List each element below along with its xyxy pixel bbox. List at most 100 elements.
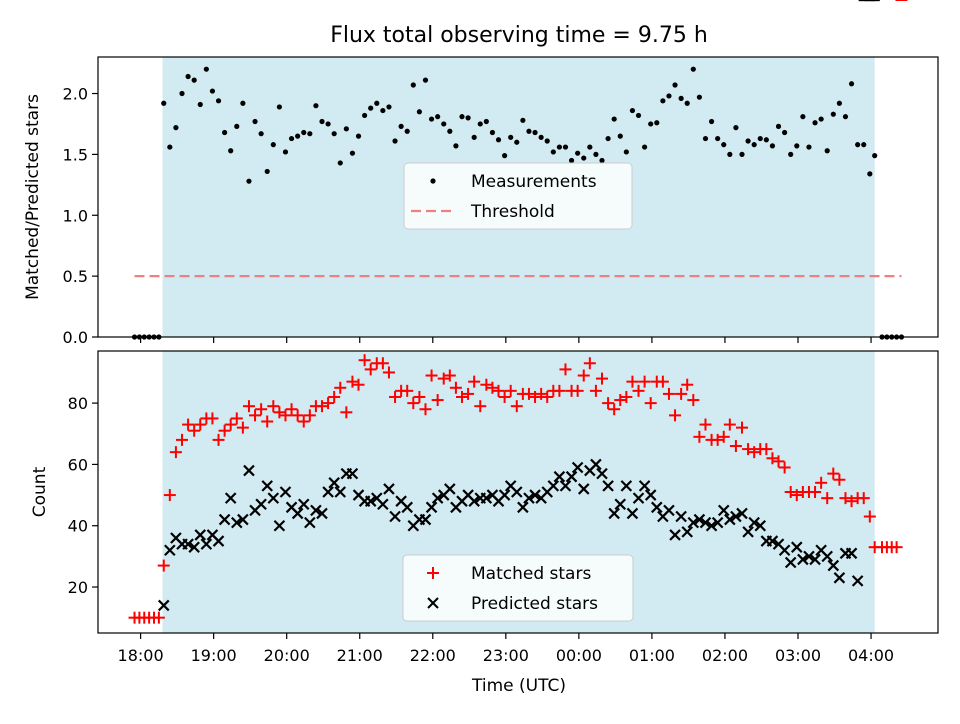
- bottom-legend: Matched stars Predicted stars: [402, 554, 634, 622]
- matched-star-point: [486, 381, 499, 394]
- measurement-point: [836, 100, 842, 106]
- matched-star-point: [644, 397, 657, 410]
- matched-star-point: [236, 421, 249, 434]
- measurement-point: [599, 157, 605, 164]
- matched-star-point: [401, 384, 414, 397]
- predicted-star-point: [316, 507, 328, 520]
- measurement-point: [355, 133, 362, 139]
- matched-star-point: [784, 486, 797, 498]
- matched-star-point: [267, 400, 280, 413]
- matched-star-point: [157, 559, 170, 572]
- measurement-point: [398, 123, 404, 129]
- predicted-star-point: [346, 467, 359, 480]
- predicted-star-point: [291, 507, 304, 520]
- measurement-point: [678, 95, 684, 101]
- predicted-star-point: [194, 529, 207, 541]
- measurement-point: [477, 121, 483, 127]
- matched-star-point: [443, 369, 456, 382]
- matched-star-point: [358, 354, 371, 367]
- matched-star-point: [760, 443, 773, 456]
- matched-star-point: [352, 378, 365, 391]
- measurement-point: [422, 77, 429, 83]
- predicted-star-point: [687, 516, 700, 529]
- top-legend: Measurements Threshold: [403, 162, 633, 230]
- predicted-star-point: [182, 538, 194, 550]
- matched-star-point: [711, 433, 724, 446]
- matched-star-point: [510, 400, 523, 413]
- predicted-star-point: [517, 501, 529, 514]
- predicted-star-point: [267, 492, 280, 504]
- predicted-star-point: [596, 467, 608, 480]
- matched-star-point: [638, 375, 651, 388]
- predicted-star-point: [383, 483, 395, 495]
- matched-star-point: [632, 384, 645, 397]
- measurement-point: [179, 90, 185, 97]
- measurement-point: [161, 100, 167, 106]
- predicted-star-point: [614, 498, 627, 511]
- measurement-point: [489, 129, 496, 136]
- matched-star-point: [334, 381, 347, 394]
- y-tick-label: 80: [68, 394, 88, 413]
- predicted-star-point: [364, 495, 377, 507]
- matched-star-point: [577, 369, 590, 382]
- measurement-point: [514, 139, 520, 145]
- predicted-star-point: [620, 480, 633, 492]
- predicted-star-point: [577, 483, 590, 495]
- predicted-star-point: [164, 544, 176, 557]
- measurement-point: [696, 94, 702, 100]
- measurement-point: [556, 144, 562, 150]
- matched-star-point: [255, 403, 268, 416]
- matched-star-point: [626, 375, 639, 388]
- predicted-star-point: [681, 526, 693, 538]
- measurement-point: [331, 131, 337, 137]
- predicted-star-point: [511, 486, 523, 498]
- measurement-point: [611, 116, 617, 122]
- measurement-point: [575, 150, 581, 156]
- y-tick-label: 2.0: [63, 85, 88, 104]
- predicted-star-point: [559, 480, 572, 492]
- measurement-point: [441, 121, 447, 127]
- measurement-point: [465, 115, 471, 121]
- predicted-star-point: [419, 513, 432, 526]
- x-axis-label: Time (UTC): [471, 676, 566, 696]
- matched-star-point: [675, 387, 688, 400]
- matched-star-point: [681, 378, 694, 391]
- top-axes-frame: [97, 56, 939, 338]
- measurement-point: [228, 148, 234, 154]
- predicted-star-point: [261, 480, 273, 492]
- predicted-star-point: [200, 538, 213, 550]
- y-tick-label: 60: [68, 455, 88, 474]
- measurement-point: [824, 148, 830, 154]
- measurement-point: [246, 178, 252, 184]
- predicted-star-point: [705, 519, 718, 532]
- matched-star-point: [389, 390, 402, 403]
- predicted-star-point: [730, 510, 742, 523]
- matched-star-point: [297, 415, 310, 428]
- measurement-point: [428, 116, 435, 122]
- measurement-point: [642, 144, 648, 150]
- matched-star-point: [620, 390, 633, 403]
- predicted-star-point: [784, 556, 797, 569]
- measurement-point: [775, 123, 782, 129]
- measurement-point: [605, 135, 611, 142]
- measurement-point: [447, 128, 453, 134]
- predicted-star-point: [547, 480, 560, 492]
- matched-star-point: [261, 415, 274, 428]
- measurement-point: [587, 144, 593, 150]
- x-tick-label: 03:00: [775, 646, 821, 665]
- measurement-point: [337, 160, 343, 166]
- measurement-point: [453, 143, 459, 149]
- chart-title: Flux total observing time = 9.75 h: [330, 23, 708, 48]
- top-y-axis: 0.0 0.5 1.0 1.5 2.0: [63, 85, 98, 347]
- measurement-point: [690, 66, 696, 72]
- measurement-point: [702, 135, 709, 142]
- bottom-x-axis: 18:00 19:00 20:00 21:00 22:00 23:00 00:00 01:00…: [118, 633, 894, 665]
- measurement-point: [872, 153, 878, 159]
- y-tick-label: 0.0: [63, 328, 88, 347]
- measurement-point: [842, 114, 849, 120]
- measurement-point: [635, 112, 642, 119]
- matched-star-point: [553, 384, 566, 397]
- measurement-point: [861, 142, 867, 148]
- predicted-star-point: [377, 498, 389, 511]
